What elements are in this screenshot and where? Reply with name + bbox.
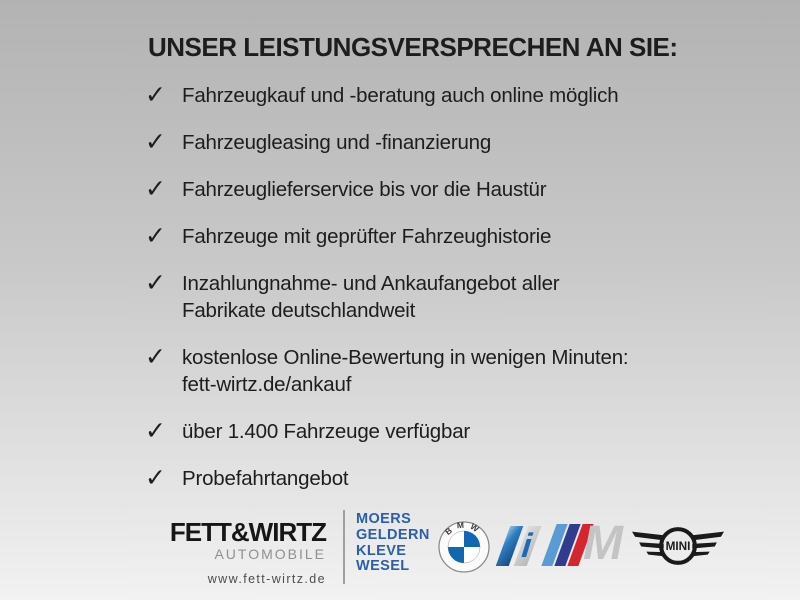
list-item-text: Fahrzeugleasing und -finanzierung [182,131,492,154]
list-item-text: über 1.400 Fahrzeuge verfügbar [182,420,471,443]
checkmark-icon: ✓ [145,127,166,156]
checkmark-icon: ✓ [145,174,166,203]
list-item: ✓ Fahrzeuge mit geprüfter Fahrzeughistor… [145,223,705,250]
checkmark-icon: ✓ [145,268,166,297]
dealer-logo: FETT&WIRTZ AUTOMOBILE www.fett-wirtz.de [154,517,327,586]
list-item: ✓ Fahrzeugleasing und -finanzierung [145,129,705,156]
city-label: KLEVE [356,542,407,559]
checkmark-icon: ✓ [145,416,166,445]
checkmark-icon: ✓ [145,342,166,371]
list-item: ✓ über 1.400 Fahrzeuge verfügbar [145,418,705,445]
list-item-text: kostenlose Online-Bewertung in wenigen M… [182,346,629,396]
mini-logo-icon: MINI [632,527,724,565]
list-item-text: Inzahlungnahme- und Ankaufangebot aller … [182,272,560,322]
bmw-i-logo-icon: i [495,524,543,570]
dealer-name: FETT&WIRTZ [169,517,327,547]
checkmark-icon: ✓ [145,221,166,250]
bmw-i-letter: i [520,527,534,565]
footer-divider [343,510,345,584]
list-item: ✓ Inzahlungnahme- und Ankaufangebot alle… [145,270,705,324]
dealer-website: www.fett-wirtz.de [207,572,326,586]
bmw-roundel-icon: BMW [438,520,490,573]
checkmark-icon: ✓ [145,463,166,492]
list-item-text: Probefahrtangebot [182,467,349,490]
checkmark-icon: ✓ [145,80,166,109]
page-title: UNSER LEISTUNGSVERSPRECHEN AN SIE: [148,32,678,62]
list-item: ✓ Fahrzeuglieferservice bis vor die Haus… [145,176,705,203]
list-item: ✓ kostenlose Online-Bewertung in wenigen… [145,344,705,398]
list-item: ✓ Probefahrtangebot [145,465,705,492]
mini-letters: MINI [666,540,691,553]
list-item: ✓ Fahrzeugkauf und -beratung auch online… [145,82,705,109]
city-label: MOERS [356,511,412,527]
bmw-m-logo-icon: M [541,517,625,570]
benefits-list: ✓ Fahrzeugkauf und -beratung auch online… [145,82,705,512]
list-item-text: Fahrzeuge mit geprüfter Fahrzeughistorie [182,225,552,248]
city-label: GELDERN [356,526,430,543]
m-letter: M [583,517,623,570]
city-list: MOERS GELDERN KLEVE WESEL [356,511,430,575]
dealer-subtitle: AUTOMOBILE [214,546,326,562]
list-item-text: Fahrzeuglieferservice bis vor die Haustü… [182,178,547,201]
city-label: WESEL [356,558,410,575]
list-item-text: Fahrzeugkauf und -beratung auch online m… [182,84,619,107]
